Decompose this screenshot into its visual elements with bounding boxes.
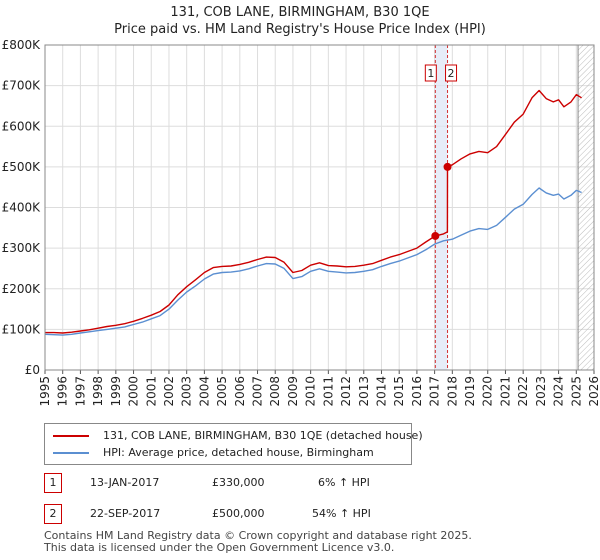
x-tick-label: 2018 bbox=[445, 376, 459, 407]
x-tick-label: 2026 bbox=[587, 376, 600, 407]
y-tick-label: £700K bbox=[2, 79, 42, 93]
x-tick-label: 2021 bbox=[498, 376, 512, 407]
y-tick-label: £200K bbox=[2, 282, 42, 296]
legend-label: 131, COB LANE, BIRMINGHAM, B30 1QE (deta… bbox=[103, 429, 423, 442]
x-tick-label: 2011 bbox=[321, 376, 335, 407]
forecast-hatch-region bbox=[578, 45, 594, 370]
x-tick-label: 2010 bbox=[304, 376, 318, 407]
x-tick-label: 1998 bbox=[91, 376, 105, 407]
legend-swatch-property bbox=[53, 435, 89, 437]
footer: Contains HM Land Registry data © Crown c… bbox=[44, 530, 472, 554]
transaction-price: £330,000 bbox=[212, 476, 265, 489]
x-tick-label: 2012 bbox=[339, 376, 353, 407]
x-tick-label: 2008 bbox=[268, 376, 282, 407]
x-tick-label: 2000 bbox=[127, 376, 141, 407]
x-tick-label: 2013 bbox=[357, 376, 371, 407]
chart-subtitle: Price paid vs. HM Land Registry's House … bbox=[114, 22, 486, 37]
transaction-hpi-change: 6% ↑ HPI bbox=[318, 476, 370, 489]
legend-label: HPI: Average price, detached house, Birm… bbox=[103, 446, 374, 459]
transaction-label-box bbox=[424, 64, 437, 82]
transaction-date: 22-SEP-2017 bbox=[90, 507, 161, 520]
x-tick-label: 2005 bbox=[215, 376, 229, 407]
transaction-label-box bbox=[445, 64, 458, 82]
x-tick-label: 2019 bbox=[463, 376, 477, 407]
property-price-line bbox=[45, 89, 582, 334]
y-tick-label: £0 bbox=[25, 363, 40, 377]
x-tick-label: 2007 bbox=[251, 376, 265, 407]
y-tick-label: £500K bbox=[2, 160, 42, 174]
transaction-date: 13-JAN-2017 bbox=[90, 476, 160, 489]
x-tick-label: 2014 bbox=[374, 376, 388, 407]
transaction-label: 2 bbox=[448, 67, 455, 80]
x-tick-label: 1999 bbox=[109, 376, 123, 407]
x-tick-label: 2015 bbox=[392, 376, 406, 407]
footer-licence: This data is licensed under the Open Gov… bbox=[44, 541, 395, 554]
x-tick-label: 2017 bbox=[428, 376, 442, 407]
x-tick-label: 2024 bbox=[552, 376, 566, 407]
transaction-price: £500,000 bbox=[212, 507, 265, 520]
y-tick-label: £300K bbox=[2, 241, 42, 255]
x-tick-label: 2022 bbox=[516, 376, 530, 407]
x-tick-label: 2016 bbox=[410, 376, 424, 407]
y-tick-label: £100K bbox=[2, 322, 42, 336]
plot-frame bbox=[44, 44, 595, 371]
transaction-hpi-change: 54% ↑ HPI bbox=[312, 507, 371, 520]
transaction-point bbox=[443, 162, 452, 171]
y-tick-label: £800K bbox=[2, 38, 42, 52]
transaction-number-badge: 1 bbox=[44, 473, 62, 493]
x-tick-label: 2004 bbox=[197, 376, 211, 407]
hpi-line bbox=[44, 187, 582, 336]
x-tick-label: 2020 bbox=[481, 376, 495, 407]
x-tick-label: 2002 bbox=[162, 376, 176, 407]
legend-swatch-hpi bbox=[53, 452, 89, 454]
transaction-number-badge: 2 bbox=[44, 504, 62, 524]
transaction-highlight-band bbox=[435, 45, 448, 370]
x-tick-label: 1996 bbox=[56, 376, 70, 407]
transaction-point bbox=[431, 231, 440, 240]
price-chart: 1 2 £0 £100K £200K £300K £400K £500K £600K £700K… bbox=[2, 38, 600, 407]
transaction-label: 1 bbox=[427, 67, 434, 80]
footer-copyright: Contains HM Land Registry data © Crown c… bbox=[44, 529, 472, 542]
x-tick-label: 2009 bbox=[286, 376, 300, 407]
x-tick-label: 2006 bbox=[233, 376, 247, 407]
chart-legend: 131, COB LANE, BIRMINGHAM, B30 1QE (deta… bbox=[44, 423, 423, 465]
x-tick-label: 2025 bbox=[569, 376, 583, 407]
x-tick-label: 1995 bbox=[38, 376, 52, 407]
y-tick-label: £600K bbox=[2, 119, 42, 133]
x-tick-label: 1997 bbox=[73, 376, 87, 407]
x-tick-label: 2023 bbox=[534, 376, 548, 407]
x-tick-label: 2001 bbox=[144, 376, 158, 407]
x-tick-label: 2003 bbox=[180, 376, 194, 407]
chart-title: 131, COB LANE, BIRMINGHAM, B30 1QE bbox=[170, 5, 430, 20]
y-tick-label: £400K bbox=[2, 201, 42, 215]
